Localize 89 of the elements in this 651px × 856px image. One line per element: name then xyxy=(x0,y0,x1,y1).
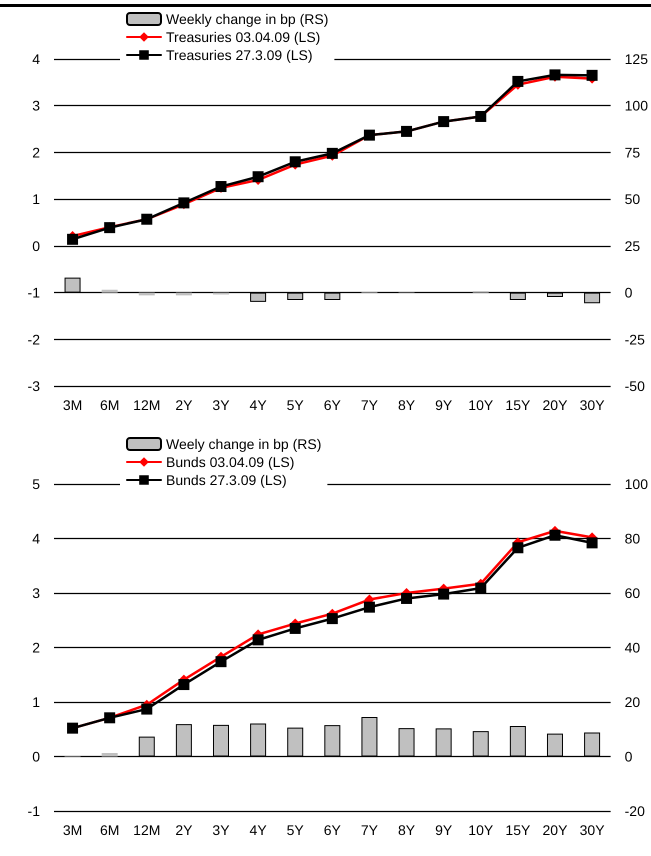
x-tick-label: 15Y xyxy=(505,397,531,413)
x-tick-label: 3Y xyxy=(212,822,230,838)
x-tick-label: 6Y xyxy=(324,397,342,413)
y-tick-label: 4 xyxy=(32,530,40,546)
y-tick-label: -1 xyxy=(28,284,40,301)
x-tick-label: 3M xyxy=(62,822,82,838)
point xyxy=(215,656,226,668)
point xyxy=(326,613,338,624)
y-tick-label: 5 xyxy=(32,476,40,492)
y2-tick-label: 25 xyxy=(624,238,640,254)
x-tick-label: 15Y xyxy=(505,822,531,838)
point xyxy=(364,602,375,613)
y-tick-label: 2 xyxy=(32,144,40,160)
legend-label: Treasuries 03.04.09 (LS) xyxy=(166,29,320,45)
x-tick-label: 2Y xyxy=(175,397,194,413)
y2-tick-label: 20 xyxy=(624,694,640,710)
bar xyxy=(176,292,192,296)
x-tick-label: 12M xyxy=(133,822,160,838)
point xyxy=(438,588,450,600)
point xyxy=(252,634,264,646)
bar xyxy=(102,752,118,756)
y2-tick-label: -50 xyxy=(624,378,646,394)
y2-tick-label: 60 xyxy=(624,585,640,601)
y2-tick-label: 100 xyxy=(624,98,648,114)
y-tick-label: 3 xyxy=(32,98,40,114)
x-tick-label: 10Y xyxy=(468,397,494,413)
y-tick-label: 1 xyxy=(32,191,40,208)
point xyxy=(141,704,152,715)
x-tick-label: 9Y xyxy=(435,397,453,413)
x-tick-label: 10Y xyxy=(468,822,494,838)
x-tick-label: 12M xyxy=(133,397,160,413)
y2-tick-label: 40 xyxy=(624,640,640,656)
x-tick-label: 8Y xyxy=(398,822,416,838)
point xyxy=(586,70,598,81)
point xyxy=(549,69,560,80)
point xyxy=(252,171,264,182)
y2-tick-label: 100 xyxy=(624,476,648,492)
point xyxy=(290,622,301,634)
x-tick-label: 4Y xyxy=(250,397,268,413)
x-tick-label: 20Y xyxy=(542,397,568,413)
x-tick-label: 2Y xyxy=(175,822,194,838)
y-tick-label: 0 xyxy=(32,748,40,764)
x-tick-label: 7Y xyxy=(360,397,379,413)
y2-tick-label: 0 xyxy=(624,748,633,764)
legend-label: Weely change in bp (RS) xyxy=(166,436,322,452)
y2-tick-label: 0 xyxy=(624,284,633,301)
x-tick-label: 6M xyxy=(100,397,120,413)
legend-label: Treasuries 27.3.09 (LS) xyxy=(166,47,313,63)
x-tick-label: 9Y xyxy=(435,822,453,838)
y2-tick-label: -20 xyxy=(624,803,646,819)
point xyxy=(549,530,560,541)
x-tick-label: 5Y xyxy=(286,397,304,413)
point xyxy=(290,156,301,168)
y-tick-label: 2 xyxy=(32,640,40,656)
point xyxy=(512,542,524,554)
y2-tick-label: -25 xyxy=(624,331,646,348)
legend-label: Bunds 27.3.09 (LS) xyxy=(166,472,287,488)
y2-tick-label: 75 xyxy=(624,144,640,160)
y-tick-label: -3 xyxy=(28,378,40,394)
point xyxy=(586,537,598,548)
y2-tick-label: 80 xyxy=(624,530,640,546)
x-tick-label: 6Y xyxy=(324,822,342,838)
x-tick-label: 3Y xyxy=(212,397,230,413)
y-tick-label: 1 xyxy=(32,694,40,710)
y-tick-label: 4 xyxy=(32,51,40,67)
x-tick-label: 30Y xyxy=(580,822,606,838)
y2-tick-label: 125 xyxy=(624,51,648,67)
x-tick-label: 20Y xyxy=(542,822,568,838)
bar xyxy=(138,292,155,296)
y-tick-label: 0 xyxy=(32,238,40,254)
x-tick-label: 8Y xyxy=(398,397,416,413)
x-tick-label: 5Y xyxy=(286,822,304,838)
x-tick-label: 7Y xyxy=(360,822,379,838)
y-tick-label: -2 xyxy=(28,331,40,348)
point xyxy=(326,148,338,159)
y-tick-label: -1 xyxy=(28,803,40,819)
x-tick-label: 3M xyxy=(62,397,82,413)
point xyxy=(67,234,78,245)
x-tick-label: 30Y xyxy=(580,397,606,413)
legend-label: Weekly change in bp (RS) xyxy=(166,11,328,27)
point xyxy=(512,76,524,87)
x-tick-label: 6M xyxy=(100,822,120,838)
point xyxy=(475,582,486,594)
point xyxy=(401,592,412,604)
point xyxy=(178,679,190,690)
y2-tick-label: 50 xyxy=(624,191,640,208)
y-tick-label: 3 xyxy=(32,585,40,601)
legend-label: Bunds 03.04.09 (LS) xyxy=(166,454,294,470)
x-tick-label: 4Y xyxy=(250,822,268,838)
